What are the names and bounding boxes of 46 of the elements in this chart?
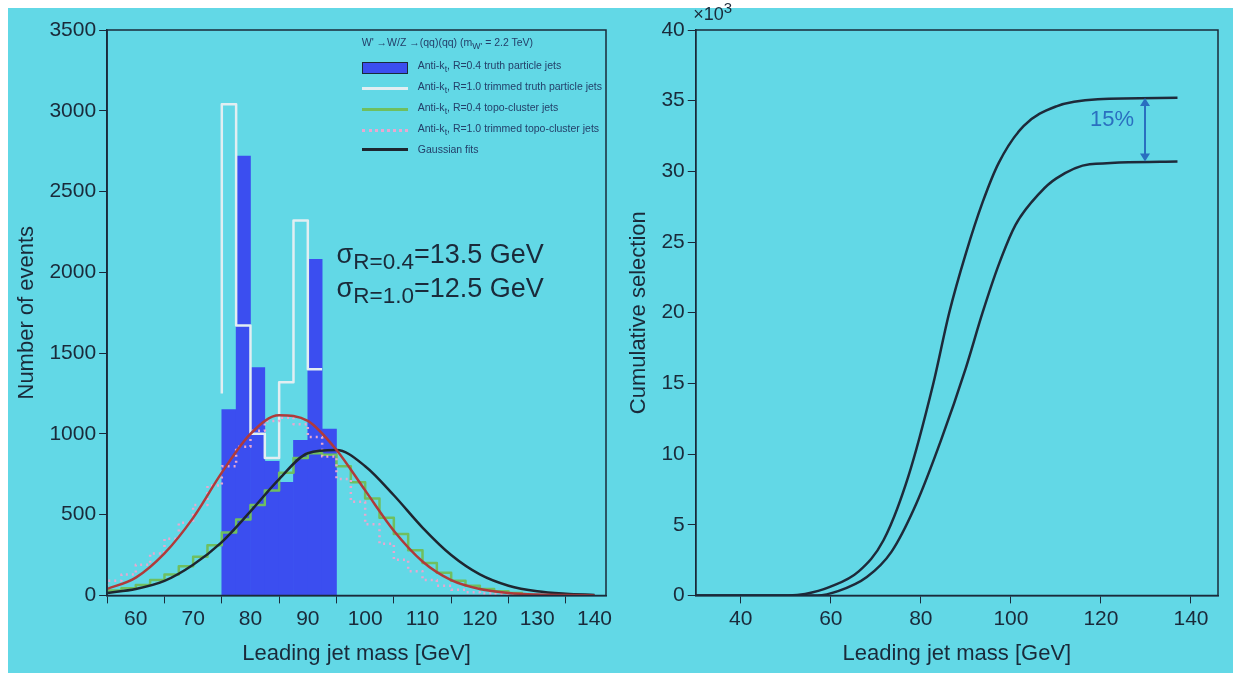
y-tick-label: 0	[84, 582, 97, 606]
x-tick-label: 140	[577, 605, 613, 629]
x-axis-title: Leading jet mass [GeV]	[842, 639, 1072, 665]
y-tick-label: 20	[661, 299, 685, 323]
y-tick-label: 10	[661, 440, 685, 464]
y-tick-label: 25	[661, 228, 685, 252]
x-tick-label: 100	[993, 605, 1029, 629]
y-tick-label: 1500	[49, 339, 97, 363]
x-tick-label: 60	[819, 605, 843, 629]
legend-label: Anti-k$_{t}$, R=1.0 trimmed topo-cluster jets	[417, 121, 600, 140]
x-tick-label: 80	[238, 605, 263, 629]
x-tick-label: 40	[729, 605, 753, 629]
y-tick-label: 1000	[49, 420, 97, 444]
y-tick-label: 30	[661, 158, 685, 182]
annotation: 15%	[1090, 106, 1135, 133]
x-tick-label: 120	[462, 605, 498, 629]
x-tick-label: 110	[405, 605, 440, 629]
legend-label: Anti-k$_{t}$, R=0.4 topo-cluster jets	[417, 100, 559, 119]
annotation: σ$_{R=0.4}$=13.5 GeV	[336, 239, 544, 275]
y-tick-label: 3500	[49, 16, 97, 40]
x-tick-label: 60	[124, 605, 148, 629]
y-tick-label: 0	[673, 582, 685, 606]
x-tick-label: 100	[347, 605, 383, 629]
y-axis-title: Number of events	[13, 225, 39, 400]
y-tick-label: 2500	[49, 178, 97, 202]
legend-label: Anti-k$_{t}$, R=1.0 trimmed truth particle jets	[417, 79, 602, 98]
x-tick-label: 80	[909, 605, 933, 629]
y-tick-label: 15	[661, 370, 685, 394]
x-axis-title: Leading jet mass [GeV]	[242, 639, 471, 665]
y-tick-label: 5	[673, 511, 685, 535]
y-axis-title: Cumulative selection	[625, 211, 651, 415]
x-tick-label: 130	[519, 605, 555, 629]
legend-title: W' →W/Z →(qq)(qq) (m$_{W'}$ = 2.2 TeV)	[361, 35, 535, 54]
legend-label: Anti-k$_{t}$, R=0.4 truth particle jets	[417, 58, 562, 77]
x-tick-label: 140	[1173, 605, 1209, 629]
y-tick-label: 500	[61, 501, 97, 525]
annotation: σ$_{R=1.0}$=12.5 GeV	[336, 273, 544, 310]
y-tick-label: 35	[661, 87, 685, 111]
x-tick-label: 90	[296, 605, 320, 629]
legend-label: Gaussian fits	[417, 142, 479, 158]
y-tick-label: 3000	[49, 97, 97, 121]
y-tick-label: 40	[661, 16, 685, 40]
x-tick-label: 120	[1083, 605, 1119, 629]
text: ×10$^{3}$	[693, 0, 733, 25]
x-tick-label: 70	[181, 605, 205, 629]
y-tick-label: 2000	[49, 259, 97, 283]
